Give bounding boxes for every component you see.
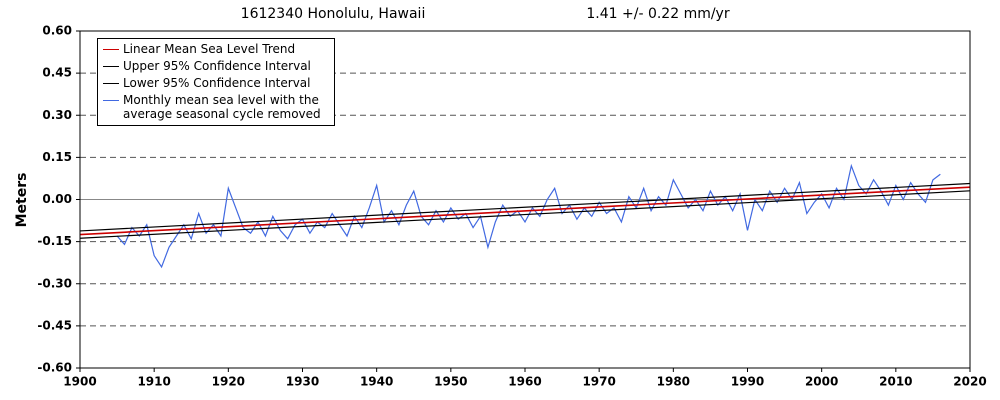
chart-subtitle: 1.41 +/- 0.22 mm/yr bbox=[586, 6, 729, 22]
y-tick-label: 0.30 bbox=[42, 108, 72, 122]
x-tick-label: 2020 bbox=[953, 375, 986, 389]
legend-label: Upper 95% Confidence Interval bbox=[123, 59, 311, 73]
legend-item: Upper 95% Confidence Interval bbox=[98, 58, 334, 75]
legend-label: Monthly mean sea level with the average … bbox=[123, 93, 321, 121]
x-tick-label: 1950 bbox=[434, 375, 467, 389]
x-tick-label: 2010 bbox=[879, 375, 912, 389]
legend-label: Linear Mean Sea Level Trend bbox=[123, 42, 296, 56]
plot-frame bbox=[79, 30, 971, 369]
x-tick-label: 1960 bbox=[508, 375, 541, 389]
x-tick-label: 1940 bbox=[360, 375, 393, 389]
y-tick-label: 0.00 bbox=[42, 192, 72, 206]
y-axis-label: Meters bbox=[14, 173, 30, 228]
x-tick-label: 1970 bbox=[582, 375, 615, 389]
series-line bbox=[116, 163, 941, 269]
legend: Linear Mean Sea Level Trend Upper 95% Con… bbox=[97, 38, 335, 126]
legend-item: Monthly mean sea level with the average … bbox=[98, 92, 334, 123]
legend-swatch bbox=[103, 83, 119, 84]
y-tick-label: -0.15 bbox=[37, 234, 72, 248]
series-line bbox=[79, 186, 971, 236]
chart-title: 1612340 Honolulu, Hawaii bbox=[241, 6, 426, 22]
y-tick-label: -0.30 bbox=[37, 276, 72, 290]
x-tick-label: 1910 bbox=[137, 375, 170, 389]
x-tick-label: 1980 bbox=[657, 375, 690, 389]
legend-item: Lower 95% Confidence Interval bbox=[98, 75, 334, 92]
series-line bbox=[79, 182, 971, 232]
legend-swatch bbox=[103, 49, 119, 50]
legend-swatch bbox=[103, 100, 119, 101]
series-line bbox=[79, 190, 971, 239]
y-tick-label: 0.45 bbox=[42, 66, 72, 80]
y-tick-label: -0.45 bbox=[37, 318, 72, 332]
x-tick-label: 1920 bbox=[212, 375, 245, 389]
x-tick-label: 1900 bbox=[63, 375, 96, 389]
x-tick-label: 1930 bbox=[286, 375, 319, 389]
y-tick-label: -0.60 bbox=[37, 361, 72, 375]
legend-swatch bbox=[103, 66, 119, 67]
y-tick-label: 0.60 bbox=[42, 24, 72, 38]
x-tick-label: 1990 bbox=[731, 375, 764, 389]
x-tick-label: 2000 bbox=[805, 375, 838, 389]
y-tick-label: 0.15 bbox=[42, 150, 72, 164]
legend-label: Lower 95% Confidence Interval bbox=[123, 76, 311, 90]
legend-item: Linear Mean Sea Level Trend bbox=[98, 41, 334, 58]
